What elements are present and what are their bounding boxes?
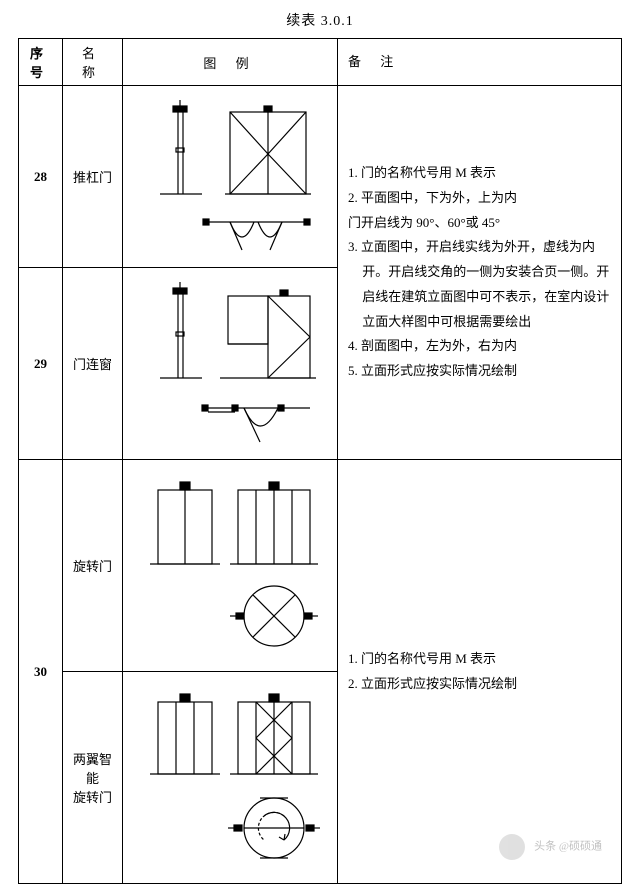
note-item: 4. 剖面图中，左为外，右为内	[348, 334, 611, 359]
cell-no-28: 28	[19, 86, 63, 268]
notes-top-list: 1. 门的名称代号用 M 表示 2. 平面图中，下为外，上为内 门开启线为 90…	[348, 161, 611, 383]
cell-no-30: 30	[19, 460, 63, 884]
cell-name-28: 推杠门	[63, 86, 123, 268]
header-no: 序 号	[19, 39, 63, 86]
cell-diagram-30a	[123, 460, 338, 672]
table-row: 28 推杠门	[19, 86, 622, 268]
table-title: 续表 3.0.1	[18, 10, 622, 30]
cell-diagram-30b	[123, 672, 338, 884]
note-item: 1. 门的名称代号用 M 表示	[348, 647, 611, 672]
cell-name-30a: 旋转门	[63, 460, 123, 672]
header-diagram: 图 例	[123, 39, 338, 86]
diagram-29-icon	[130, 276, 330, 451]
diagram-30b-icon	[130, 680, 330, 875]
diagram-28-icon	[130, 94, 330, 259]
note-item: 5. 立面形式应按实际情况绘制	[348, 359, 611, 384]
note-item: 2. 平面图中，下为外，上为内	[348, 186, 611, 211]
main-table: 序 号 名 称 图 例 备 注 28 推杠门	[18, 38, 622, 884]
notes-bottom-list: 1. 门的名称代号用 M 表示 2. 立面形式应按实际情况绘制	[348, 647, 611, 696]
note-item: 1. 门的名称代号用 M 表示	[348, 161, 611, 186]
note-item: 3. 立面图中，开启线实线为外开，虚线为内开。开启线交角的一侧为安装合页一侧。开…	[348, 235, 611, 334]
cell-notes-top: 1. 门的名称代号用 M 表示 2. 平面图中，下为外，上为内 门开启线为 90…	[338, 86, 622, 460]
cell-diagram-28	[123, 86, 338, 268]
note-item: 门开启线为 90°、60°或 45°	[348, 211, 611, 236]
header-name: 名 称	[63, 39, 123, 86]
table-row: 30 旋转门	[19, 460, 622, 672]
cell-name-30b: 两翼智能 旋转门	[63, 672, 123, 884]
header-notes: 备 注	[338, 39, 622, 86]
cell-name-29: 门连窗	[63, 268, 123, 460]
cell-diagram-29	[123, 268, 338, 460]
diagram-30a-icon	[130, 468, 330, 663]
header-row: 序 号 名 称 图 例 备 注	[19, 39, 622, 86]
cell-no-29: 29	[19, 268, 63, 460]
cell-notes-bottom: 1. 门的名称代号用 M 表示 2. 立面形式应按实际情况绘制	[338, 460, 622, 884]
note-item: 2. 立面形式应按实际情况绘制	[348, 672, 611, 697]
